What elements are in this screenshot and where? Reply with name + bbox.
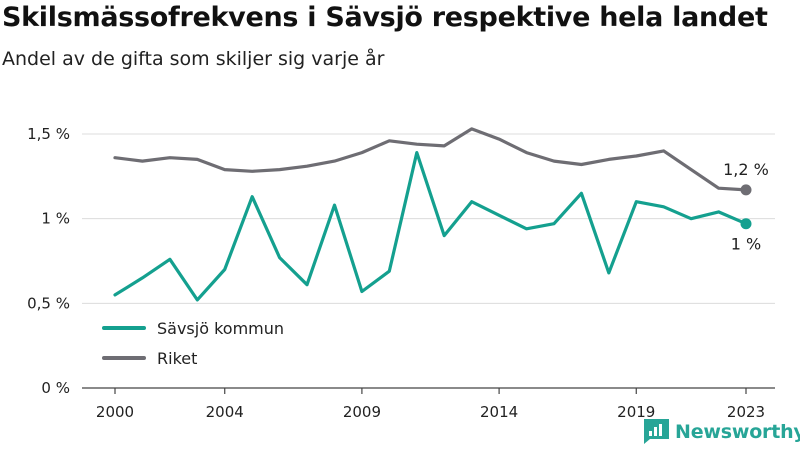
x-tick-label: 2009 [343,403,381,421]
y-tick-label: 1 % [41,210,70,228]
x-tick-label: 2019 [617,403,655,421]
series-line-1 [113,127,748,192]
newsworthy-logo: Newsworthy [644,419,800,444]
legend-label-0: Sävsjö kommun [157,319,284,338]
newsworthy-logo-icon [644,419,669,444]
x-tick-label: 2000 [96,403,134,421]
y-tick-label: 1,5 % [27,125,70,143]
brand-name: Newsworthy [675,420,800,443]
chart-subtitle: Andel av de gifta som skiljer sig varje … [2,48,385,70]
series-endpoints: 1,2 % 1 % [723,160,769,254]
x-tick-label: 2014 [480,403,518,421]
y-tick-label: 0 % [41,379,70,397]
series-line-0 [113,151,748,302]
legend-label-1: Riket [157,349,197,368]
y-axis-ticks: 0 % 0,5 % 1 % 1,5 % [27,125,70,397]
x-tick-label: 2004 [206,403,244,421]
series-endpoint-0 [740,218,752,230]
legend: Sävsjö kommun Riket [102,319,284,368]
series-endpoint-1 [740,184,752,196]
y-tick-label: 0,5 % [27,294,70,312]
series-lines [113,127,748,302]
x-axis-ticks: 2000 2004 2009 2014 2019 2023 [96,388,765,421]
chart-title: Skilsmässofrekvens i Sävsjö respektive h… [2,2,768,33]
series-end-label-0: 1 % [731,235,761,254]
gridlines [82,133,775,304]
series-end-label-1: 1,2 % [723,160,769,179]
x-tick-label: 2023 [727,403,765,421]
